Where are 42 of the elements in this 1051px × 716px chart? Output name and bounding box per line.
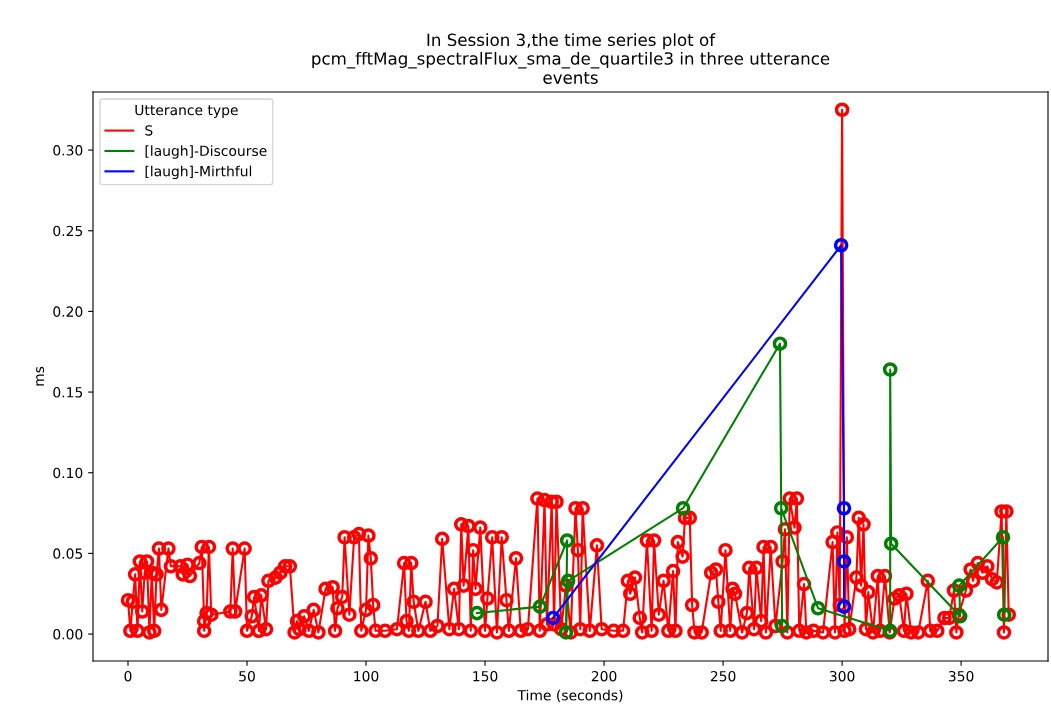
point — [773, 500, 789, 516]
y-tick-label: 0.10 — [53, 467, 83, 479]
point — [560, 573, 576, 589]
point — [559, 533, 575, 548]
point — [996, 607, 1012, 622]
y-tick-label: 0.25 — [53, 225, 83, 237]
x-tick-label: 300 — [829, 670, 855, 682]
legend-title: Utterance type — [135, 104, 238, 118]
point — [995, 529, 1011, 545]
legend-label: [laugh]-Discourse — [145, 145, 267, 159]
y-tick-label: 0.30 — [53, 145, 83, 156]
chart-title: In Session 3,the time series plot of pcm_fftMag_spectralFlux_sma_de_quartile3 in three utterance events — [312, 33, 830, 84]
legend-label: S — [145, 125, 153, 136]
point — [836, 599, 852, 614]
x-tick-label: 50 — [239, 670, 255, 682]
y-tick-label: 0.15 — [53, 387, 83, 398]
x-tick-label: 150 — [473, 670, 498, 682]
point — [558, 625, 574, 640]
point — [836, 500, 852, 516]
point — [833, 237, 849, 253]
x-tick-label: 100 — [354, 670, 379, 682]
point — [882, 362, 898, 377]
point — [774, 618, 790, 634]
x-tick-label: 200 — [591, 670, 617, 682]
y-tick-label: 0.00 — [53, 629, 83, 640]
point — [545, 610, 561, 626]
point — [836, 554, 852, 569]
x-tick-label: 0 — [124, 670, 132, 682]
point — [810, 600, 826, 616]
x-tick-label: 250 — [710, 670, 736, 682]
x-axis-title: Time (seconds) — [517, 689, 623, 703]
point — [951, 578, 967, 593]
point — [772, 336, 788, 351]
point — [469, 605, 485, 621]
x-tick-label: 350 — [948, 670, 974, 682]
y-axis-title: ms — [36, 366, 45, 386]
point — [883, 536, 899, 552]
point — [675, 500, 691, 516]
point — [532, 599, 548, 614]
y-tick-label: 0.05 — [53, 548, 83, 559]
y-tick-label: 0.20 — [53, 306, 83, 317]
legend-label: [laugh]-Mirthful — [145, 165, 252, 180]
